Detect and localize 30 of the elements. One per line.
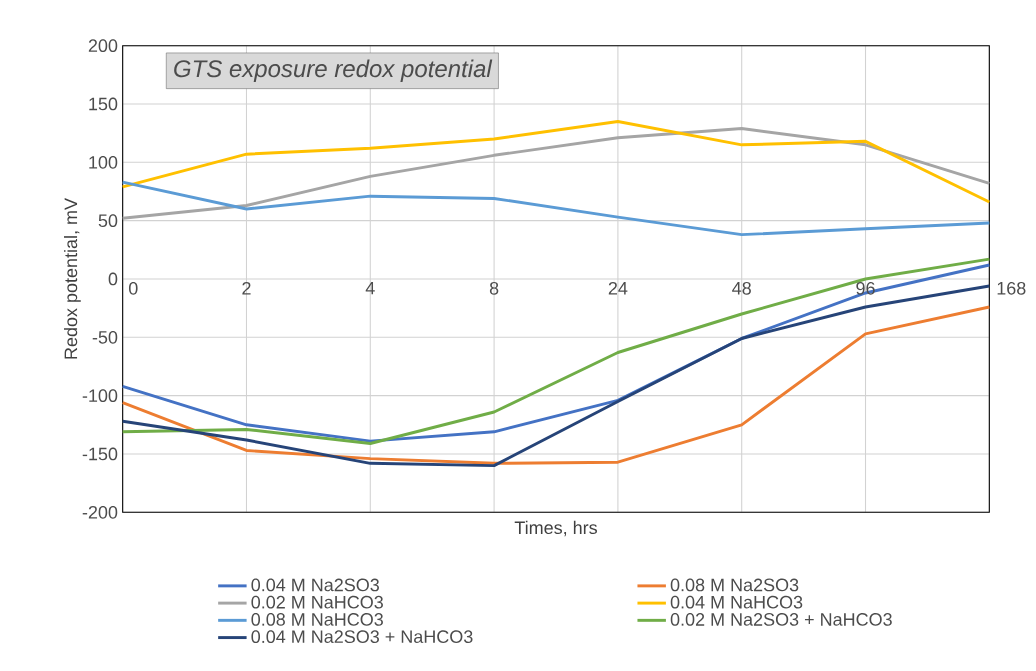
legend-label: 0.02 M Na2SO3 + NaHCO3 — [670, 613, 892, 626]
text: GTS exposure redox potential — [174, 59, 493, 82]
x-tick-label: 2 — [242, 281, 251, 295]
x-tick-label: 0 — [128, 281, 138, 295]
y-tick-label: 200 — [88, 39, 118, 53]
x-tick-label: 48 — [732, 281, 751, 295]
y-tick-label: -50 — [92, 330, 118, 344]
x-tick-label: 8 — [489, 281, 499, 295]
legend-label: 0.04 M NaHCO3 — [670, 595, 803, 609]
legend-label: 0.02 M NaHCO3 — [251, 595, 383, 609]
y-tick-label: -150 — [82, 447, 118, 461]
y-axis-title: Redox potential, mV — [64, 198, 81, 359]
legend-label: 0.08 M Na2SO3 — [670, 578, 799, 592]
x-axis-title: Times, hrs — [514, 520, 597, 537]
y-tick-label: 100 — [89, 155, 118, 169]
line-series — [121, 127, 991, 220]
x-tick-label: 24 — [608, 281, 628, 295]
y-tick-label: -200 — [82, 505, 118, 519]
y-tick-label: 50 — [98, 214, 118, 228]
y-tick-label: 150 — [89, 97, 118, 111]
line-series — [121, 120, 991, 204]
legend-label: 0.04 M Na2SO3 + NaHCO3 — [251, 630, 473, 644]
line-series — [121, 180, 991, 237]
y-tick-label: 0 — [108, 272, 118, 286]
x-tick-label: 168 — [997, 281, 1026, 295]
y-tick-label: -100 — [82, 389, 118, 403]
legend-label: 0.08 M NaHCO3 — [251, 613, 383, 626]
x-tick-label: 4 — [365, 281, 375, 295]
legend-label: 0.04 M Na2SO3 — [251, 578, 379, 592]
x-tick-label: 96 — [856, 281, 875, 295]
